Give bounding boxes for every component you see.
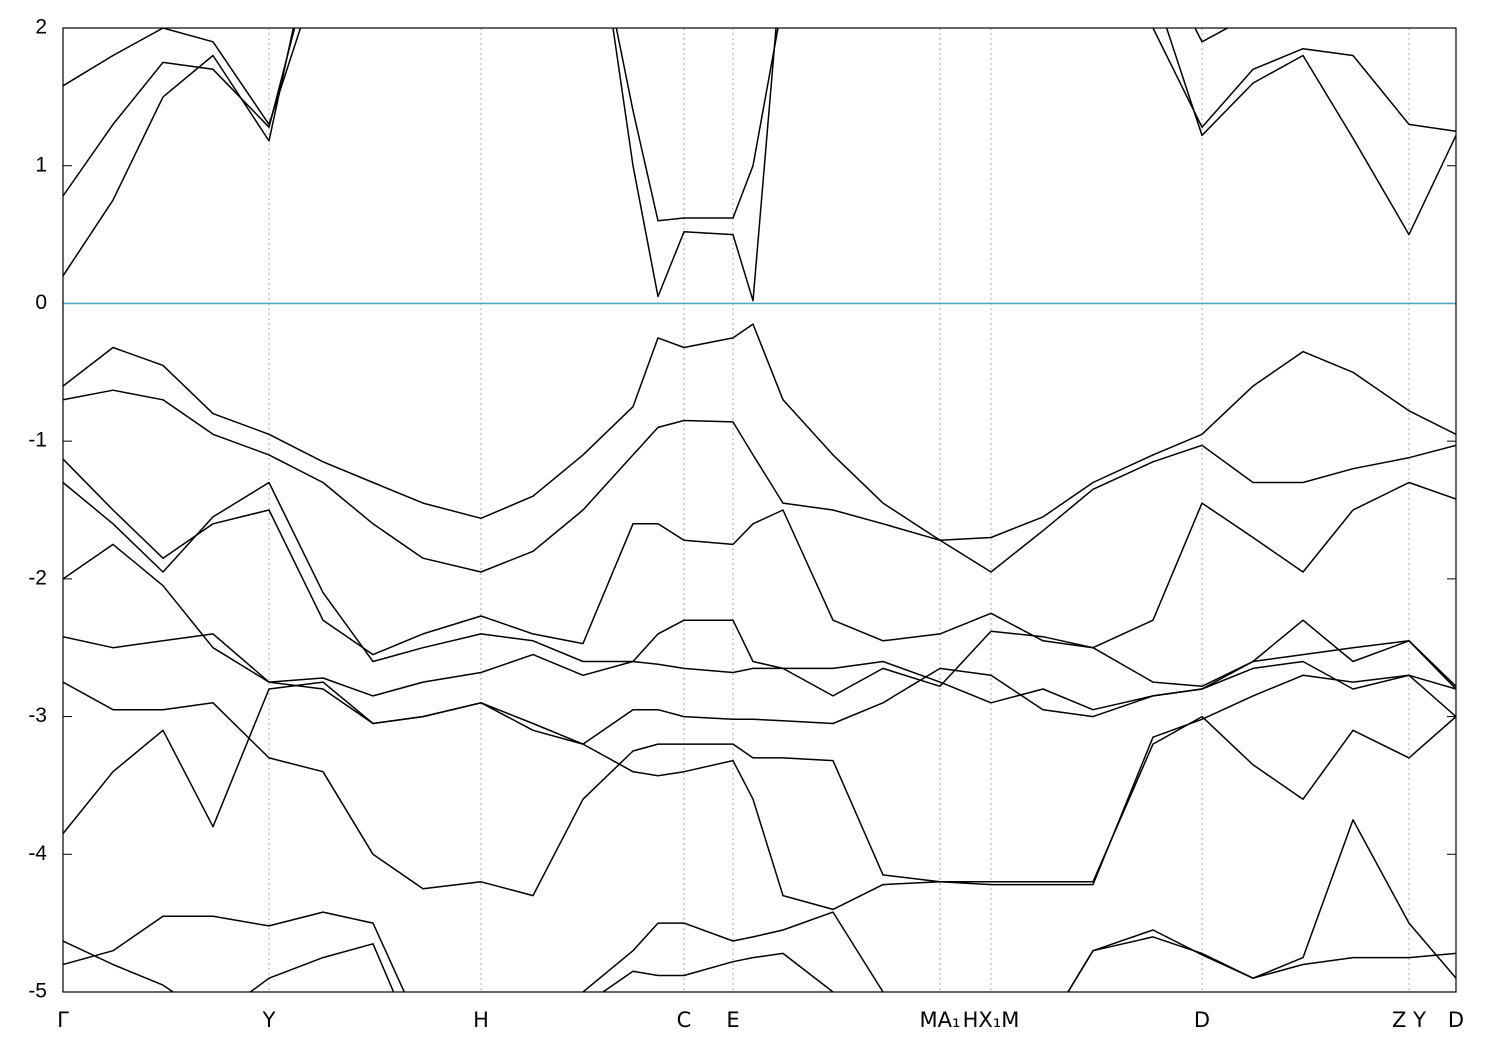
y-tick-label: 1 (35, 153, 47, 176)
y-tick-label: 0 (35, 291, 47, 314)
band-line (63, 543, 1456, 745)
y-tick-label: 2 (35, 16, 47, 39)
x-tick-label: D (1448, 1008, 1464, 1032)
y-tick-label: -3 (28, 704, 47, 727)
band-line (63, 28, 1456, 302)
band-line (63, 458, 1456, 656)
x-tick-label: Y (262, 1008, 276, 1032)
band-line (63, 481, 1456, 711)
x-tick-label: Γ (57, 1008, 69, 1032)
y-tick-label: -1 (28, 429, 47, 452)
grid-layer (62, 27, 1457, 993)
x-tick-label: D (1194, 1008, 1210, 1032)
x-tick-label: C (677, 1008, 692, 1032)
x-tick-label: E (726, 1008, 739, 1032)
band-line (63, 630, 1456, 697)
x-tick-label: Z Y (1392, 1008, 1426, 1032)
x-tick-label: H (473, 1008, 489, 1032)
band-line (63, 28, 1230, 126)
y-tick-label: -4 (28, 842, 47, 865)
band-line (63, 674, 1456, 911)
x-tick-label: MA₁ (920, 1008, 961, 1032)
band-line (63, 911, 1456, 992)
label-layer: -5 -4 -3 -2 -1 0 1 2 Γ Y H C E MA₁ HX₁M D Z Y D (28, 16, 1464, 1032)
plot-frame (62, 27, 1457, 993)
y-tick-label: -5 (28, 980, 47, 1003)
band-layer (63, 28, 1456, 992)
y-tick-label: -2 (28, 566, 47, 589)
band-line (63, 681, 1456, 897)
x-tick-label: HX₁M (963, 1008, 1020, 1032)
band-line (63, 819, 1456, 992)
band-line (63, 389, 1456, 573)
band-line (63, 323, 1456, 542)
band-line (63, 28, 1456, 222)
